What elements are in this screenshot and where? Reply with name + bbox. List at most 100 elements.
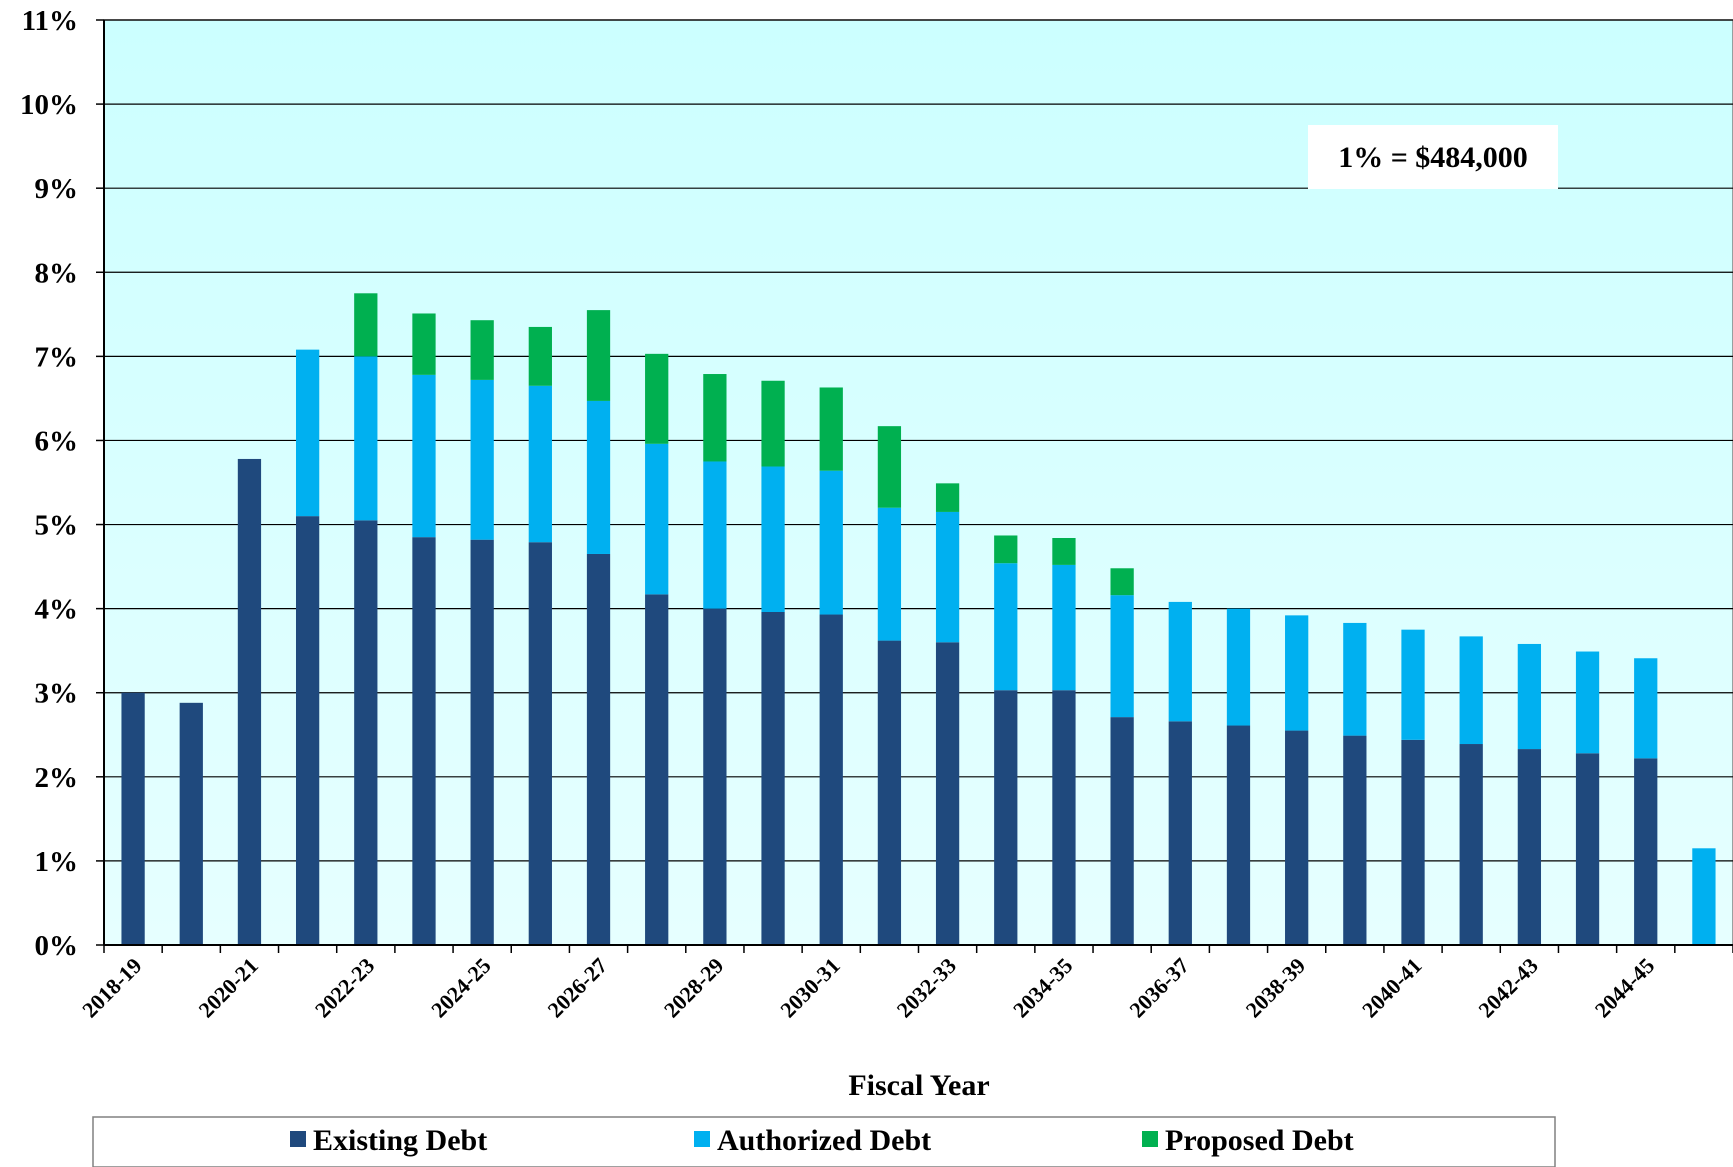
x-axis-title: Fiscal Year [848, 1069, 989, 1102]
bar-existing-debt [703, 608, 727, 945]
y-tick-label: 2% [35, 762, 79, 794]
y-tick-label: 9% [35, 173, 79, 205]
bar-existing-debt [819, 614, 843, 945]
bar-authorized-debt [528, 385, 552, 543]
legend-label: Authorized Debt [717, 1124, 931, 1157]
bar-existing-debt [1110, 717, 1134, 945]
legend-box [92, 1116, 1556, 1167]
bar-authorized-debt [645, 443, 669, 595]
bar-existing-debt [1459, 744, 1483, 945]
x-tick-label: 2020-21 [193, 953, 263, 1023]
x-tick-label: 2042-43 [1473, 953, 1543, 1023]
bar-existing-debt [1517, 749, 1542, 945]
legend-swatch [1142, 1131, 1158, 1147]
x-tick-label: 2038-39 [1241, 953, 1311, 1023]
bar-existing-debt [1226, 725, 1251, 945]
bar-existing-debt [412, 537, 436, 945]
x-tick-label: 2040-41 [1357, 953, 1427, 1023]
y-tick-label: 10% [20, 89, 78, 121]
bar-authorized-debt [1692, 848, 1716, 945]
bar-group [121, 293, 1716, 945]
legend-label: Proposed Debt [1165, 1124, 1354, 1157]
x-tick-label: 2034-35 [1008, 953, 1078, 1023]
annotation-box [1308, 125, 1558, 189]
bar-existing-debt [470, 539, 494, 945]
bar-proposed-debt [1110, 568, 1134, 596]
bar-authorized-debt [761, 466, 785, 612]
x-tick-label: 2028-29 [659, 953, 729, 1023]
bar-authorized-debt [1517, 643, 1542, 750]
bar-authorized-debt [994, 563, 1018, 691]
x-tick-label: 2022-23 [310, 953, 380, 1023]
bar-authorized-debt [1110, 595, 1134, 718]
bar-existing-debt [645, 594, 669, 945]
bar-authorized-debt [295, 349, 320, 517]
legend-label: Existing Debt [313, 1124, 487, 1157]
bar-proposed-debt [819, 387, 843, 471]
y-axis-ticks: 0% 1% 2% 3% 4% 5% 6% 7% 8% 9% 10% 11% [20, 5, 104, 962]
bar-existing-debt [586, 553, 611, 945]
y-tick-label: 4% [35, 594, 79, 626]
y-tick-label: 1% [35, 846, 79, 878]
bar-authorized-debt [1285, 615, 1309, 731]
bar-existing-debt [237, 458, 262, 945]
bar-proposed-debt [877, 426, 902, 508]
x-tick-label: 2036-37 [1124, 953, 1194, 1023]
y-tick-label: 3% [35, 678, 79, 710]
bar-proposed-debt [528, 326, 552, 386]
bar-proposed-debt [586, 310, 611, 401]
x-tick-label: 2032-33 [892, 953, 962, 1023]
bar-authorized-debt [935, 511, 960, 643]
bar-existing-debt [354, 520, 378, 945]
x-tick-label: 2018-19 [77, 953, 147, 1023]
bar-authorized-debt [470, 379, 494, 540]
bar-proposed-debt [354, 293, 378, 357]
legend: Existing Debt Authorized Debt Proposed Deb… [290, 1124, 1354, 1157]
bar-authorized-debt [1168, 601, 1192, 722]
bar-existing-debt [1634, 758, 1658, 945]
y-tick-label: 0% [35, 930, 79, 962]
bar-proposed-debt [645, 353, 669, 444]
bar-existing-debt [295, 516, 320, 945]
bar-existing-debt [1285, 730, 1309, 945]
bar-existing-debt [1401, 739, 1425, 945]
bar-existing-debt [1052, 690, 1076, 945]
bar-authorized-debt [1634, 658, 1658, 759]
x-tick-label: 2026-27 [543, 953, 613, 1023]
bar-existing-debt [1575, 753, 1600, 945]
bar-proposed-debt [1052, 538, 1076, 565]
bar-existing-debt [121, 692, 145, 945]
legend-swatch [290, 1131, 306, 1147]
x-tick-label: 2024-25 [426, 953, 496, 1023]
bar-authorized-debt [1226, 608, 1251, 726]
bar-proposed-debt [994, 535, 1018, 564]
x-axis-ticks: 2018-19 2020-21 2022-23 2024-25 2026-27 2028-… [77, 945, 1733, 1022]
x-tick-label: 2030-31 [775, 953, 845, 1023]
bar-authorized-debt [703, 461, 727, 609]
bar-existing-debt [528, 542, 552, 945]
bar-authorized-debt [819, 470, 843, 615]
bar-existing-debt [761, 612, 785, 945]
bar-existing-debt [935, 642, 960, 945]
y-tick-label: 7% [35, 341, 79, 373]
bar-existing-debt [1168, 721, 1192, 945]
bar-authorized-debt [1575, 651, 1600, 754]
x-tick-label: 2044-45 [1590, 953, 1660, 1023]
bar-authorized-debt [1052, 564, 1076, 691]
bar-existing-debt [877, 640, 902, 945]
legend-swatch [694, 1131, 710, 1147]
bar-authorized-debt [1343, 622, 1367, 736]
bar-authorized-debt [354, 356, 378, 521]
bar-authorized-debt [1401, 629, 1425, 740]
bar-authorized-debt [877, 507, 902, 641]
bar-proposed-debt [935, 483, 960, 512]
y-tick-label: 5% [35, 510, 79, 542]
bar-existing-debt [1343, 735, 1367, 945]
y-tick-label: 8% [35, 257, 79, 289]
y-tick-label: 11% [22, 5, 78, 37]
bar-existing-debt [994, 690, 1018, 945]
bar-proposed-debt [761, 380, 785, 467]
bar-existing-debt [179, 702, 203, 945]
bar-authorized-debt [1459, 636, 1483, 745]
